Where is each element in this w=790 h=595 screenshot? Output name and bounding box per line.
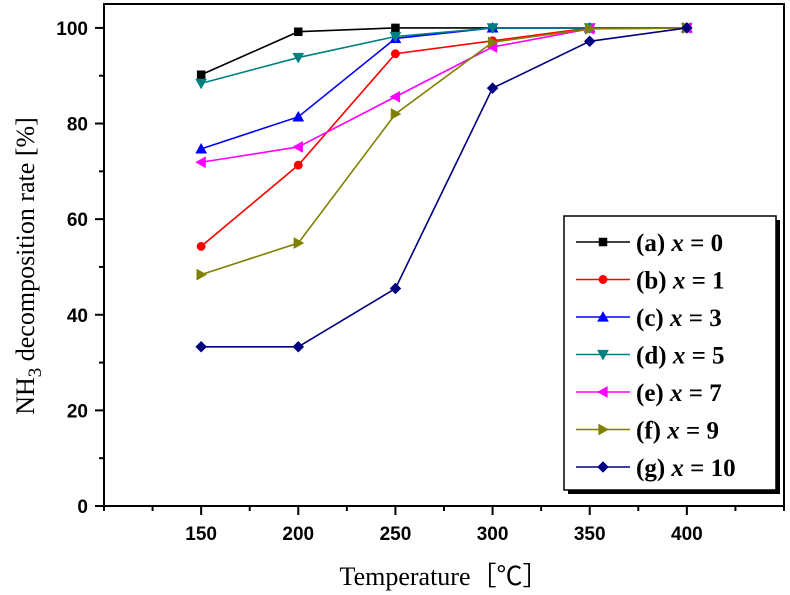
x-axis: 150 200 250 300 350 400 — [103, 506, 785, 545]
legend-label-var: x — [672, 343, 686, 370]
legend-marker — [598, 423, 610, 436]
data-point — [196, 268, 208, 281]
legend-label-var: x — [670, 230, 684, 257]
data-point — [389, 90, 401, 103]
legend-marker — [597, 461, 609, 473]
x-tick-label: 250 — [380, 524, 412, 545]
x-tick-label: 300 — [477, 524, 509, 545]
data-point — [293, 160, 303, 170]
y-axis-title-subscript: 3 — [25, 368, 46, 378]
y-axis: 0 20 40 60 80 100 — [56, 19, 104, 518]
legend-label-suffix: = 1 — [685, 268, 724, 295]
data-point — [486, 23, 499, 34]
legend-label-prefix: (b) — [636, 268, 673, 295]
legend-item: (d) x = 5 — [576, 343, 725, 370]
data-point — [195, 156, 206, 169]
series-layer — [195, 21, 693, 353]
legend-label: (b) x = 1 — [636, 268, 725, 295]
legend-label-suffix: = 10 — [684, 455, 736, 482]
x-tick-label: 200 — [282, 524, 314, 545]
y-axis-title-main: NH — [11, 377, 40, 415]
data-point — [390, 108, 402, 120]
data-point — [585, 22, 596, 35]
y-tick-label: 80 — [67, 115, 88, 136]
legend-label-prefix: (a) — [636, 230, 671, 257]
data-point — [391, 23, 400, 33]
legend-label-var: x — [666, 418, 680, 445]
legend-marker — [596, 386, 608, 398]
legend-label-suffix: = 9 — [680, 418, 719, 445]
legend-label: (e) x = 7 — [636, 380, 722, 407]
data-point — [292, 110, 305, 122]
legend-label-prefix: (f) — [636, 418, 667, 445]
data-point — [196, 241, 206, 251]
data-point — [195, 142, 208, 154]
legend-label: (a) x = 0 — [636, 230, 723, 257]
legend-label: (d) x = 5 — [636, 343, 725, 370]
data-point — [681, 22, 693, 34]
legend-label-var: x — [669, 380, 683, 407]
data-point — [195, 78, 208, 90]
legend-item: (f) x = 9 — [576, 418, 719, 445]
x-tick-label: 400 — [671, 524, 703, 545]
x-axis-title: Temperature［℃］ — [340, 562, 549, 591]
legend-label-prefix: (g) — [636, 455, 671, 482]
legend-box — [563, 215, 777, 491]
data-point — [292, 141, 303, 153]
series-line — [200, 27, 687, 276]
y-axis-title-rest: decomposition rate [%] — [11, 117, 40, 368]
legend-label-var: x — [669, 305, 683, 332]
legend-label-suffix: = 3 — [683, 305, 722, 332]
legend-marker — [597, 349, 609, 361]
data-point — [486, 82, 499, 94]
y-tick-label: 60 — [67, 210, 88, 231]
legend-label: (f) x = 9 — [636, 418, 719, 445]
y-tick-label: 0 — [77, 497, 88, 518]
legend-item: (c) x = 3 — [576, 305, 722, 332]
legend-item: (b) x = 1 — [576, 268, 725, 295]
data-point — [293, 237, 305, 249]
data-point — [389, 31, 402, 43]
data-point — [195, 340, 207, 353]
legend-label-suffix: = 0 — [684, 230, 723, 257]
legend-label-var: x — [672, 268, 686, 295]
data-point — [583, 35, 596, 48]
y-tick-label: 20 — [67, 401, 88, 422]
data-point — [292, 340, 305, 353]
series-g — [195, 22, 693, 353]
legend-label-prefix: (c) — [636, 305, 670, 332]
data-point — [294, 27, 303, 36]
data-point — [389, 282, 402, 295]
data-point — [487, 36, 499, 49]
y-axis-title: NH3 decomposition rate [%] — [11, 117, 46, 415]
legend-label-var: x — [670, 455, 684, 482]
legend-item: (g) x = 10 — [576, 455, 736, 482]
data-point — [196, 70, 206, 80]
y-tick-label: 40 — [67, 306, 88, 327]
legend-label-prefix: (d) — [636, 343, 673, 370]
legend-label-suffix: = 7 — [683, 380, 722, 407]
x-tick-label: 350 — [574, 524, 606, 545]
legend-marker — [598, 275, 608, 284]
legend-marker — [597, 310, 609, 322]
data-point — [292, 52, 305, 64]
legend-marker — [598, 237, 608, 247]
series-line — [201, 27, 687, 348]
data-point — [390, 49, 400, 59]
y-tick-label: 100 — [56, 19, 88, 40]
legend-item: (e) x = 7 — [576, 380, 722, 407]
legend-label: (c) x = 3 — [636, 305, 722, 332]
legend-item: (a) x = 0 — [576, 230, 723, 257]
legend-label-suffix: = 5 — [685, 343, 724, 370]
legend-label: (g) x = 10 — [636, 455, 736, 482]
legend-label-prefix: (e) — [636, 380, 670, 407]
x-tick-label: 150 — [185, 524, 217, 545]
legend: (a) x = 0 (b) x = 1 (c) x = 3 (d) x = 5 (e) … — [563, 215, 780, 494]
